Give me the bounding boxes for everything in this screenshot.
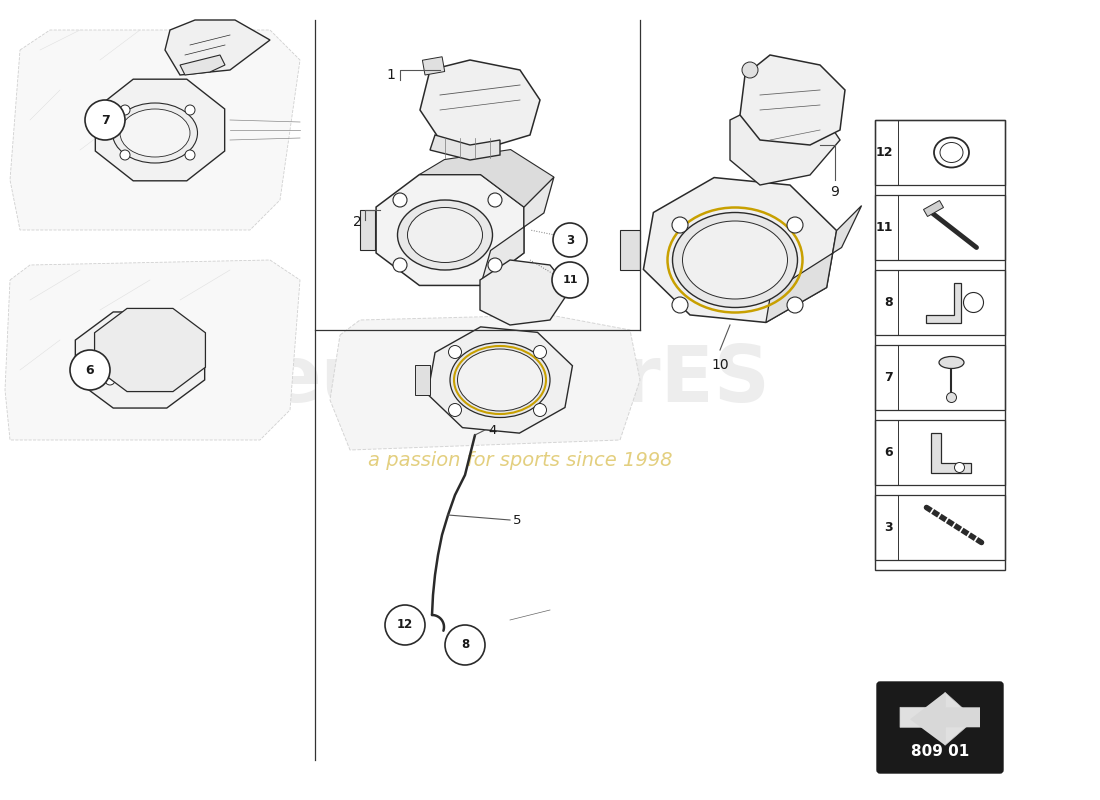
Circle shape <box>672 217 688 233</box>
Circle shape <box>165 335 175 345</box>
Ellipse shape <box>672 213 798 307</box>
Text: 3: 3 <box>884 521 893 534</box>
Polygon shape <box>428 327 572 433</box>
Text: 9: 9 <box>830 185 839 199</box>
Circle shape <box>786 217 803 233</box>
Circle shape <box>104 335 116 345</box>
Text: 4: 4 <box>488 423 496 437</box>
Polygon shape <box>95 309 206 391</box>
Circle shape <box>393 193 407 207</box>
Circle shape <box>553 223 587 257</box>
Text: eurosparES: eurosparES <box>270 342 771 418</box>
Polygon shape <box>180 55 226 75</box>
Ellipse shape <box>397 200 493 270</box>
Circle shape <box>946 393 957 402</box>
Circle shape <box>165 375 175 385</box>
Text: 11: 11 <box>876 221 893 234</box>
Polygon shape <box>430 135 500 160</box>
Bar <box>874 195 1005 260</box>
Circle shape <box>120 150 130 160</box>
Circle shape <box>552 262 589 298</box>
Polygon shape <box>740 55 845 145</box>
Text: 7: 7 <box>884 371 893 384</box>
Circle shape <box>185 150 195 160</box>
FancyBboxPatch shape <box>877 682 1003 773</box>
Polygon shape <box>480 260 570 325</box>
Polygon shape <box>481 177 554 286</box>
Text: 809 01: 809 01 <box>911 744 969 758</box>
Bar <box>422 57 444 75</box>
Circle shape <box>488 258 502 272</box>
Circle shape <box>185 105 195 115</box>
Text: 12: 12 <box>876 146 893 159</box>
Circle shape <box>449 346 462 358</box>
Circle shape <box>104 375 116 385</box>
Text: 6: 6 <box>884 446 893 459</box>
Circle shape <box>393 258 407 272</box>
Polygon shape <box>420 60 540 150</box>
Circle shape <box>385 605 425 645</box>
Circle shape <box>488 193 502 207</box>
Polygon shape <box>766 206 861 322</box>
Polygon shape <box>924 201 944 217</box>
Circle shape <box>955 462 965 473</box>
Text: 10: 10 <box>712 358 729 372</box>
Bar <box>874 495 1005 560</box>
Ellipse shape <box>108 339 173 381</box>
Circle shape <box>672 297 688 313</box>
Polygon shape <box>900 692 975 746</box>
Circle shape <box>786 297 803 313</box>
Polygon shape <box>644 178 837 322</box>
Text: 1: 1 <box>386 68 395 82</box>
Circle shape <box>85 100 125 140</box>
Circle shape <box>964 293 983 313</box>
Polygon shape <box>75 312 205 408</box>
Polygon shape <box>165 20 270 75</box>
Bar <box>620 230 640 270</box>
Bar <box>874 120 1005 570</box>
Text: 8: 8 <box>884 296 893 309</box>
Polygon shape <box>932 433 971 473</box>
Bar <box>415 365 430 395</box>
Circle shape <box>446 625 485 665</box>
Ellipse shape <box>939 357 964 369</box>
Polygon shape <box>926 282 961 322</box>
Circle shape <box>70 350 110 390</box>
Bar <box>874 120 1005 185</box>
Polygon shape <box>419 150 554 207</box>
Text: 7: 7 <box>100 114 109 126</box>
Text: 3: 3 <box>565 234 574 246</box>
Ellipse shape <box>458 349 542 411</box>
Polygon shape <box>910 692 980 746</box>
Polygon shape <box>730 100 840 185</box>
Text: 12: 12 <box>397 618 414 631</box>
Circle shape <box>534 346 547 358</box>
Bar <box>874 420 1005 485</box>
Circle shape <box>449 403 462 417</box>
Circle shape <box>742 62 758 78</box>
Text: 11: 11 <box>562 275 578 285</box>
Circle shape <box>534 403 547 417</box>
Text: 6: 6 <box>86 363 95 377</box>
Text: 2: 2 <box>353 215 362 229</box>
Ellipse shape <box>100 333 180 387</box>
Bar <box>874 270 1005 335</box>
Ellipse shape <box>682 221 788 299</box>
Bar <box>874 345 1005 410</box>
Bar <box>360 210 375 250</box>
Polygon shape <box>10 30 300 230</box>
Polygon shape <box>330 315 640 450</box>
Text: 5: 5 <box>513 514 521 526</box>
Ellipse shape <box>407 207 483 262</box>
Text: a passion for sports since 1998: a passion for sports since 1998 <box>367 450 672 470</box>
Ellipse shape <box>112 103 198 163</box>
Text: 8: 8 <box>461 638 469 651</box>
Polygon shape <box>96 79 224 181</box>
Ellipse shape <box>120 109 190 157</box>
Polygon shape <box>376 174 524 286</box>
Circle shape <box>120 105 130 115</box>
Polygon shape <box>6 260 300 440</box>
Ellipse shape <box>450 342 550 418</box>
